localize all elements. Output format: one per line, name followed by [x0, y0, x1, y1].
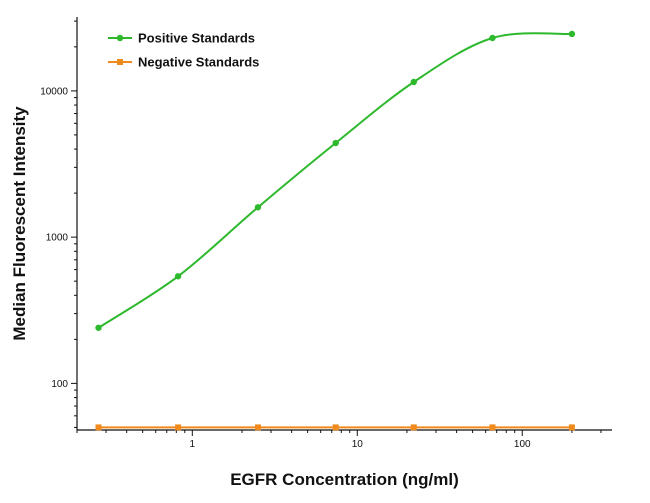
series-line-0: [97, 32, 572, 329]
legend-label: Negative Standards: [138, 55, 259, 70]
x-axis-title: EGFR Concentration (ng/ml): [230, 470, 459, 489]
y-tick-label: 1000: [46, 233, 69, 244]
data-point-negative: [489, 424, 496, 431]
data-point-positive: [95, 324, 102, 331]
data-point-positive: [489, 34, 496, 42]
y-tick-label: 10000: [40, 86, 68, 97]
data-point-negative: [175, 424, 182, 431]
legend-marker: [116, 34, 124, 42]
data-point-negative: [332, 424, 339, 431]
x-tick-label: 1: [190, 439, 196, 450]
legend-label: Positive Standards: [138, 31, 255, 46]
x-tick-label: 10: [352, 439, 364, 450]
x-ticks: 1 10 100: [76, 430, 602, 450]
data-point-negative: [568, 424, 575, 431]
x-tick-label: 100: [514, 439, 531, 450]
y-axis-title: Median Fluorescent Intensity: [10, 106, 29, 341]
data-point-positive: [332, 139, 339, 147]
data-point-positive: [568, 30, 576, 38]
legend-marker: [117, 59, 123, 65]
data-point-negative: [254, 424, 261, 431]
axes: [76, 17, 612, 431]
data-point-positive: [174, 273, 182, 280]
legend: Positive Standards Negative Standards: [108, 31, 259, 70]
data-point-positive: [410, 78, 417, 86]
data-point-negative: [95, 424, 102, 431]
data-point-negative: [410, 424, 417, 431]
y-ticks: 100 1000 10000: [40, 20, 77, 428]
series-layer: [95, 30, 576, 431]
y-tick-label: 100: [51, 379, 68, 390]
data-point-positive: [254, 204, 262, 211]
